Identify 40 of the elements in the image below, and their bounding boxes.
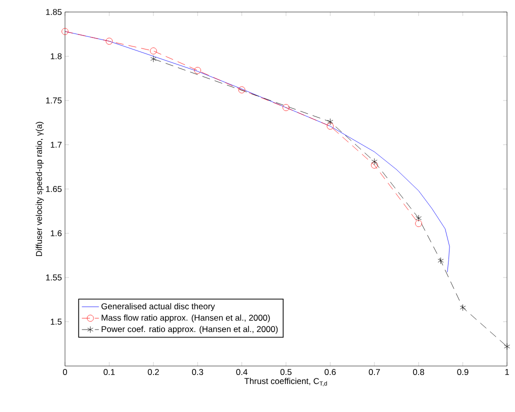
- point: [371, 158, 378, 165]
- x-tick-label: 0.5: [280, 369, 292, 376]
- point: [415, 220, 422, 227]
- point: [282, 104, 290, 111]
- y-tick-label: 1.5: [50, 318, 62, 325]
- x-tick-label: 1: [505, 369, 509, 375]
- y-axis-title: Diffuser velocity speed-up ratio, γ(a): [36, 122, 44, 256]
- point: [327, 118, 334, 126]
- y-tick-label: 1.65: [46, 186, 62, 192]
- x-tick-label: 0.9: [457, 369, 468, 376]
- point: [416, 214, 422, 222]
- x-tick-label: 0.3: [192, 369, 204, 376]
- point: [238, 86, 246, 94]
- point: [150, 56, 156, 62]
- x-tick-label: 0: [62, 369, 68, 376]
- legend-label: Power coef. ratio approx. (Hansen et al., 2000): [102, 326, 278, 334]
- legend-label: Generalised actual disc theory: [101, 303, 215, 311]
- y-tick-label: 1.6: [50, 230, 62, 236]
- legend-label: Mass flow ratio approx. (Hansen et al., 2000): [102, 314, 270, 322]
- x-tick-label: 0.2: [148, 369, 159, 376]
- point: [150, 48, 157, 54]
- point: [106, 38, 113, 45]
- x-axis-title: Thrust coefficient, C$_{T,d}$: [244, 378, 327, 386]
- point: [460, 304, 466, 311]
- y-tick-label: 1.55: [46, 274, 62, 280]
- point: [62, 28, 68, 35]
- y-tick-label: 1.85: [46, 9, 62, 15]
- x-tick-label: 0.8: [413, 369, 424, 376]
- point: [438, 257, 444, 264]
- x-tick-label: 0.7: [368, 369, 380, 376]
- x-tick-label: 0.1: [104, 369, 115, 376]
- point: [194, 67, 202, 74]
- x-tick-label: 0.4: [236, 369, 248, 376]
- point: [504, 343, 510, 350]
- x-tick-label: 0.6: [324, 369, 336, 376]
- y-tick-label: 1.8: [50, 53, 62, 60]
- point: [326, 122, 334, 130]
- point: [371, 162, 378, 169]
- y-tick-label: 1.7: [50, 142, 62, 148]
- y-tick-label: 1.75: [46, 98, 62, 104]
